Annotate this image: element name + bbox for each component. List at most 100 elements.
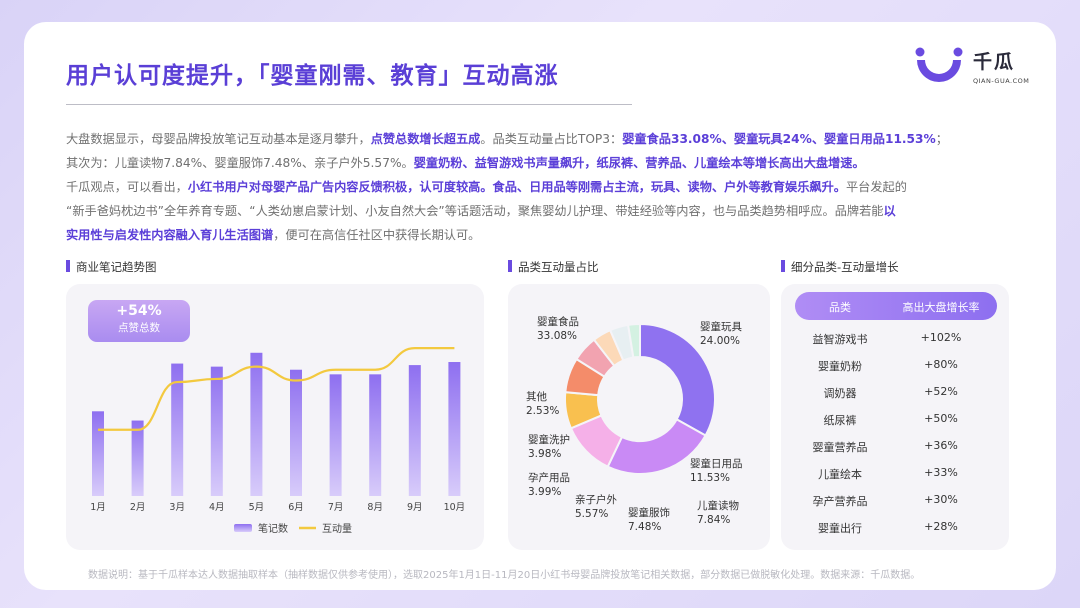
growth-panel — [781, 284, 1009, 550]
text-run: “新手爸妈枕边书”全年养育专题、“人类幼崽启蒙计划、小友自然大会”等话题活动，聚… — [66, 204, 884, 218]
table-row: 婴童奶粉 +80% — [795, 351, 997, 377]
footer-note: 数据说明：基于千瓜样本达人数据抽取样本（抽样数据仅供参考使用），选取2025年1… — [88, 570, 921, 581]
page-title: 用户认可度提升，「婴童刚需、教育」互动高涨 — [66, 63, 559, 89]
donut-label-name: 婴童食品 — [537, 316, 579, 328]
highlight-run: 婴童奶粉、益智游戏书声量飙升，纸尿裤、营养品、儿童绘本等增长高出大盘增速。 — [413, 156, 865, 170]
donut-label-name: 亲子户外 — [575, 494, 617, 506]
bar-2月 — [131, 420, 144, 496]
donut-label-name: 婴童洗护 — [528, 434, 570, 446]
table-cell-category: 纸尿裤 — [823, 414, 857, 427]
table-cell-growth: +30% — [924, 493, 958, 506]
text-run: ； — [935, 132, 948, 146]
highlight-run: 以 — [883, 204, 896, 218]
bar-6月 — [290, 369, 302, 496]
bar-8月 — [369, 374, 382, 496]
paragraph-line-4: “新手爸妈枕边书”全年养育专题、“人类幼崽启蒙计划、小友自然大会”等话题活动，聚… — [66, 200, 1016, 224]
donut-label-value: 3.99% — [528, 486, 562, 498]
text-run: 。品类互动量占比TOP3： — [480, 132, 623, 146]
legend-interaction-label: 互动量 — [322, 523, 352, 535]
table-cell-growth: +52% — [924, 385, 958, 398]
donut-label-name: 其他 — [526, 391, 547, 403]
donut-label: 婴童玩具 24.00% — [700, 320, 742, 348]
table-cell-category: 婴童奶粉 — [818, 360, 862, 373]
highlight-run: 点赞总数增长超五成 — [370, 132, 481, 146]
donut-label: 婴童食品 33.08% — [537, 315, 579, 343]
paragraph-line-3: 千瓜观点，可以看出，小红书用户对母婴产品广告内容反馈积极，认可度较高。食品、日用… — [66, 176, 1016, 200]
donut-label-value: 24.00% — [700, 335, 741, 347]
donut-label-value: 7.84% — [697, 514, 731, 526]
x-tick-label: 9月 — [407, 502, 423, 513]
paragraph-line-2: 其次为：儿童读物7.84%、婴童服饰7.48%、亲子户外5.57%。婴童奶粉、益… — [66, 152, 1016, 176]
donut-label-value: 33.08% — [537, 330, 578, 342]
x-tick-label: 6月 — [288, 502, 304, 513]
legend-notes-swatch — [234, 524, 252, 532]
table-row: 孕产营养品 +30% — [795, 486, 997, 512]
header-category: 品类 — [829, 301, 851, 314]
bar-10月 — [448, 362, 461, 496]
bubble-label: 点赞总数 — [118, 322, 160, 334]
bubble-value: +54% — [116, 303, 162, 319]
donut-slice-0 — [639, 322, 716, 437]
donut-label-name: 儿童读物 — [697, 500, 739, 512]
table-row: 纸尿裤 +50% — [795, 405, 997, 431]
section-label: 商业笔记趋势图 — [76, 260, 157, 274]
bar-5月 — [250, 352, 263, 496]
likes-growth-bubble: +54% 点赞总数 — [88, 300, 190, 342]
section-label: 细分品类-互动量增长 — [791, 260, 899, 274]
logo-name: 千瓜 — [973, 51, 1016, 73]
table-cell-category: 儿童绘本 — [818, 468, 862, 481]
logo-url: QIAN-GUA.COM — [973, 77, 1030, 85]
table-cell-growth: +33% — [924, 466, 958, 479]
table-cell-category: 益智游戏书 — [812, 333, 868, 346]
donut-label-name: 婴童服饰 — [628, 507, 670, 519]
donut-label: 婴童洗护 3.98% — [528, 433, 570, 461]
text-run: 千瓜观点，可以看出， — [66, 180, 188, 194]
x-tick-label: 1月 — [90, 502, 106, 513]
donut-label-value: 3.98% — [528, 448, 562, 460]
bar-7月 — [329, 374, 342, 496]
table-row: 儿童绘本 +33% — [795, 459, 997, 485]
table-row: 婴童营养品 +36% — [795, 432, 997, 458]
paragraph-line-5: 实用性与启发性内容融入育儿生活图谱，便可在高信任社区中获得长期认可。 — [66, 224, 1016, 248]
table-cell-growth: +28% — [924, 520, 958, 533]
x-tick-label: 3月 — [169, 502, 185, 513]
share-donut-chart — [564, 322, 716, 475]
table-cell-category: 孕产营养品 — [812, 495, 868, 508]
table-cell-category: 婴童出行 — [818, 522, 862, 535]
x-tick-label: 5月 — [249, 502, 265, 513]
bar-4月 — [210, 366, 223, 496]
table-cell-growth: +102% — [920, 331, 962, 344]
legend-notes-label: 笔记数 — [258, 522, 288, 535]
donut-label-value: 7.48% — [628, 521, 662, 533]
table-cell-growth: +36% — [924, 439, 958, 452]
donut-label: 婴童服饰 7.48% — [628, 506, 670, 534]
donut-label-value: 5.57% — [575, 508, 609, 520]
growth-table-header: 品类 高出大盘增长率 — [795, 292, 997, 320]
title-divider — [66, 104, 632, 105]
donut-label: 其他 2.53% — [526, 390, 559, 418]
section-label: 品类互动量占比 — [518, 260, 599, 274]
paragraph-line-1: 大盘数据显示，母婴品牌投放笔记互动基本是逐月攀升，点赞总数增长超五成。品类互动量… — [66, 128, 1016, 152]
bar-3月 — [171, 363, 184, 496]
header-growth-rate: 高出大盘增长率 — [902, 301, 980, 314]
section-title-growth: 细分品类-互动量增长 — [781, 259, 899, 275]
x-tick-label: 2月 — [130, 502, 146, 513]
donut-label-name: 婴童玩具 — [700, 321, 742, 333]
x-tick-label: 10月 — [444, 502, 466, 513]
section-title-trend: 商业笔记趋势图 — [66, 259, 157, 275]
table-cell-category: 婴童营养品 — [812, 441, 868, 454]
section-title-share: 品类互动量占比 — [508, 259, 599, 275]
table-cell-growth: +50% — [924, 412, 958, 425]
text-run: 平台发起的 — [846, 180, 907, 194]
donut-label-name: 婴童日用品 — [690, 458, 743, 470]
qiangua-logo-icon — [915, 47, 963, 82]
text-run: 其次为：儿童读物7.84%、婴童服饰7.48%、亲子户外5.57%。 — [66, 156, 414, 170]
donut-label: 亲子户外 5.57% — [575, 493, 617, 521]
donut-label-value: 11.53% — [690, 472, 731, 484]
section-marker — [781, 260, 785, 272]
brand-logo: 千瓜 QIAN-GUA.COM — [915, 46, 1035, 92]
section-marker — [66, 260, 70, 272]
table-cell-category: 调奶器 — [823, 387, 857, 400]
donut-slice-8 — [626, 322, 641, 359]
table-cell-growth: +80% — [924, 358, 958, 371]
